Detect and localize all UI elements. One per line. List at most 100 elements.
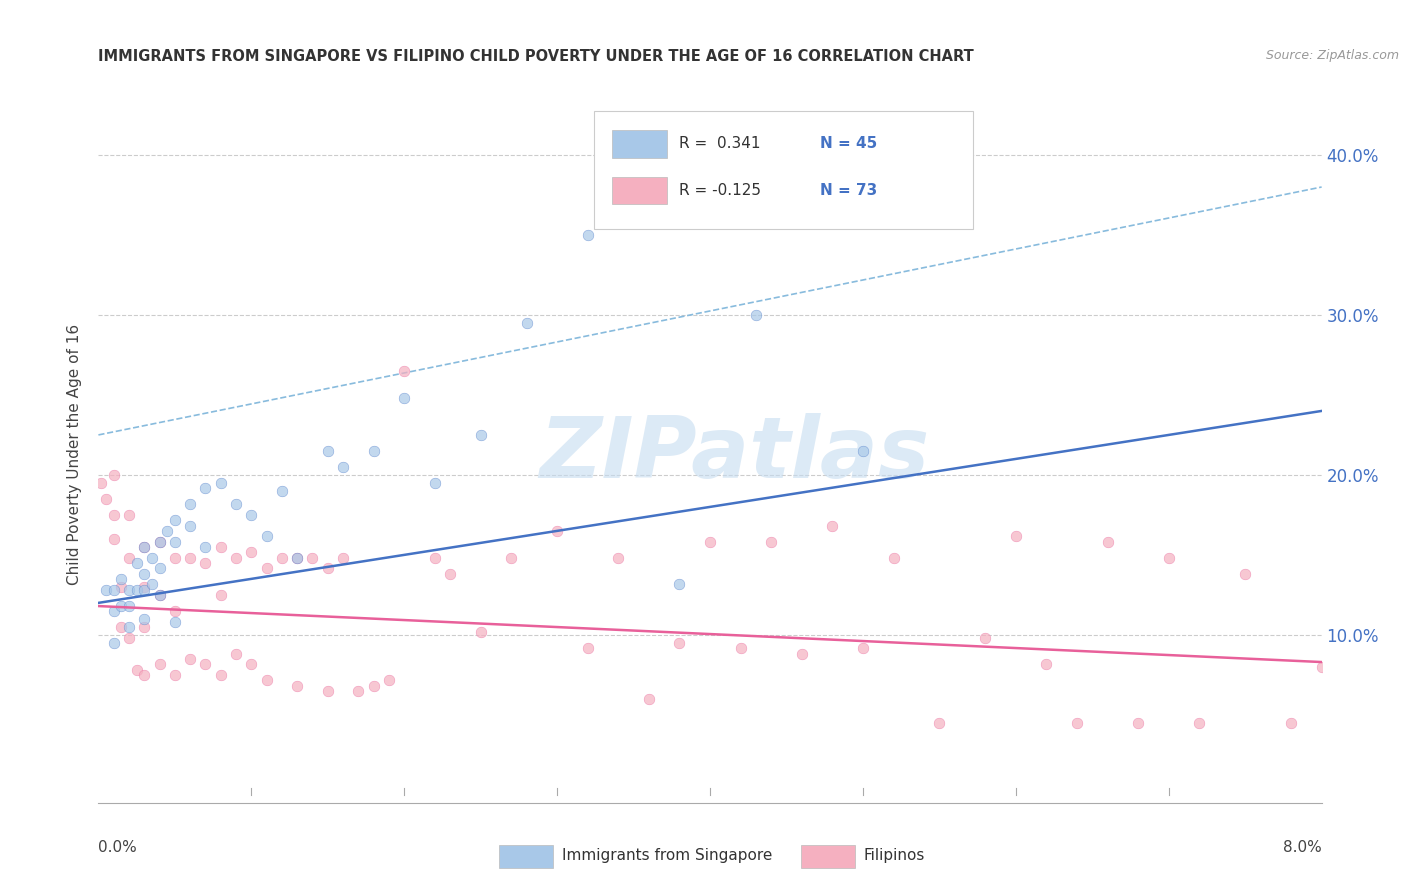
Text: IMMIGRANTS FROM SINGAPORE VS FILIPINO CHILD POVERTY UNDER THE AGE OF 16 CORRELAT: IMMIGRANTS FROM SINGAPORE VS FILIPINO CH…	[98, 49, 974, 64]
Point	[209, 668, 232, 682]
Text: Source: ZipAtlas.com: Source: ZipAtlas.com	[1265, 49, 1399, 62]
Point	[110, 620, 132, 634]
Point	[1234, 567, 1257, 582]
Text: N = 73: N = 73	[820, 183, 877, 198]
Point	[285, 551, 308, 566]
Point	[194, 540, 217, 554]
Point	[256, 560, 278, 574]
Point	[134, 612, 156, 626]
Text: R =  0.341: R = 0.341	[679, 136, 761, 152]
Point	[730, 640, 752, 655]
Point	[699, 535, 721, 549]
Point	[103, 467, 125, 482]
Point	[316, 444, 339, 458]
Text: Filipinos: Filipinos	[863, 848, 925, 863]
Text: 8.0%: 8.0%	[1282, 839, 1322, 855]
Point	[163, 551, 186, 566]
Point	[745, 308, 768, 322]
Point	[141, 576, 163, 591]
FancyBboxPatch shape	[612, 177, 668, 204]
Point	[125, 663, 148, 677]
Point	[163, 513, 186, 527]
Point	[637, 691, 661, 706]
Point	[392, 364, 416, 378]
Point	[1097, 535, 1119, 549]
Point	[852, 444, 875, 458]
Point	[852, 640, 875, 655]
Point	[90, 475, 112, 490]
Point	[928, 715, 950, 730]
Point	[149, 560, 172, 574]
Point	[194, 481, 217, 495]
Point	[149, 657, 172, 671]
Point	[301, 551, 323, 566]
Point	[501, 551, 523, 566]
Point	[209, 475, 232, 490]
Point	[125, 583, 148, 598]
Point	[470, 428, 492, 442]
Point	[576, 227, 599, 242]
Point	[332, 459, 354, 474]
Point	[163, 668, 186, 682]
Point	[94, 583, 117, 598]
Point	[240, 508, 263, 522]
Point	[141, 551, 163, 566]
Y-axis label: Child Poverty Under the Age of 16: Child Poverty Under the Age of 16	[67, 325, 83, 585]
Point	[134, 580, 156, 594]
Point	[163, 615, 186, 629]
Point	[607, 551, 630, 566]
Point	[118, 583, 141, 598]
Point	[209, 540, 232, 554]
Point	[790, 647, 813, 661]
Point	[156, 524, 179, 538]
Point	[134, 583, 156, 598]
Point	[392, 391, 416, 405]
Text: 0.0%: 0.0%	[98, 839, 138, 855]
Point	[134, 668, 156, 682]
Point	[423, 551, 446, 566]
Point	[974, 631, 997, 645]
Point	[125, 556, 148, 570]
Point	[110, 580, 132, 594]
Point	[94, 491, 117, 506]
Point	[363, 679, 385, 693]
Point	[378, 673, 401, 687]
Point	[316, 683, 339, 698]
Point	[270, 483, 294, 498]
Point	[163, 535, 186, 549]
Point	[1157, 551, 1180, 566]
Point	[576, 640, 599, 655]
Point	[270, 551, 294, 566]
Point	[423, 475, 446, 490]
Point	[118, 620, 141, 634]
Point	[103, 604, 125, 618]
Point	[118, 599, 141, 613]
Point	[110, 599, 132, 613]
Point	[240, 657, 263, 671]
Point	[332, 551, 354, 566]
Point	[1128, 715, 1150, 730]
Point	[179, 519, 201, 533]
Point	[1279, 715, 1302, 730]
Point	[134, 540, 156, 554]
Point	[194, 556, 217, 570]
Point	[118, 551, 141, 566]
Point	[194, 657, 217, 671]
Point	[759, 535, 782, 549]
Point	[285, 679, 308, 693]
FancyBboxPatch shape	[593, 111, 973, 229]
Point	[546, 524, 568, 538]
Point	[149, 588, 172, 602]
Point	[821, 519, 844, 533]
Point	[347, 683, 370, 698]
Point	[1310, 660, 1333, 674]
Point	[363, 444, 385, 458]
Point	[225, 647, 247, 661]
Point	[103, 583, 125, 598]
Point	[134, 567, 156, 582]
Text: Immigrants from Singapore: Immigrants from Singapore	[562, 848, 773, 863]
Point	[103, 508, 125, 522]
Point	[668, 636, 690, 650]
Point	[470, 624, 492, 639]
Point	[1066, 715, 1088, 730]
